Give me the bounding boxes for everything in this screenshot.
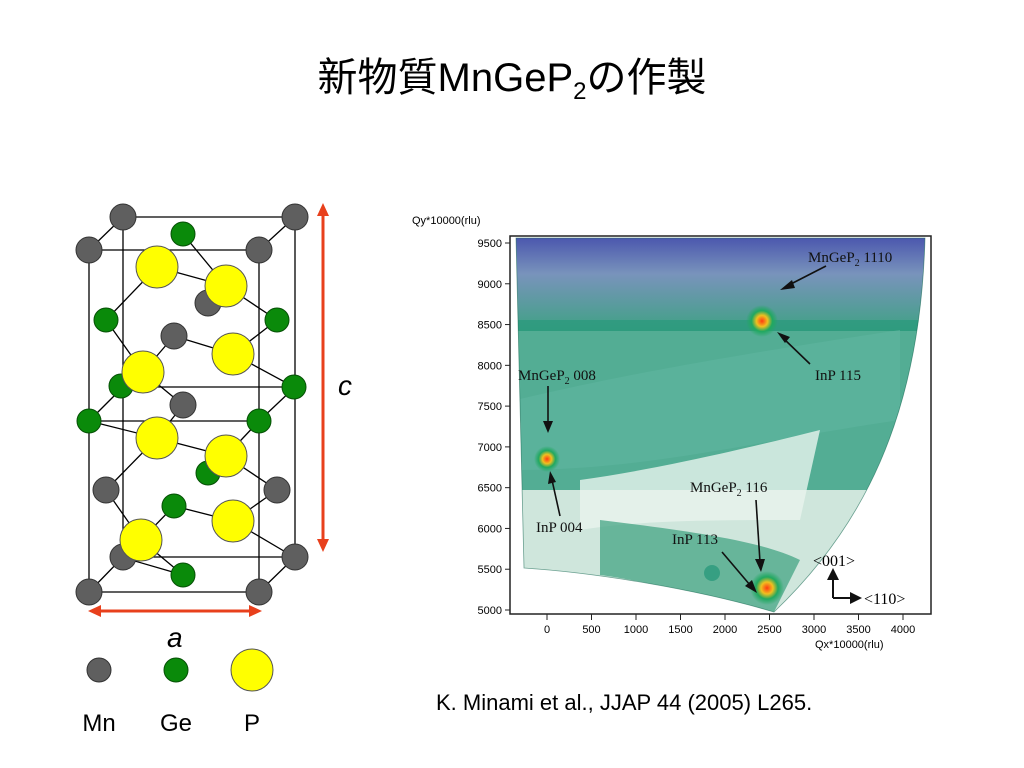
x-axis-ticks: 0 500 1000 1500 2000 2500 3000 3500 4000 [544, 614, 915, 636]
mn-legend-icon [86, 657, 112, 683]
y-tick-label: 9500 [478, 238, 502, 250]
y-tick-label: 7500 [478, 401, 502, 413]
y-tick-label: 5500 [478, 564, 502, 576]
x-tick-label: 4000 [891, 624, 915, 636]
peak-label-inp-115: InP 115 [815, 368, 861, 384]
x-tick-label: 500 [582, 624, 600, 636]
x-tick-label: 2500 [757, 624, 781, 636]
x-tick-label: 1500 [668, 624, 692, 636]
y-tick-label: 6000 [478, 523, 502, 535]
peak-label-inp-004: InP 004 [536, 520, 583, 536]
p-legend-icon [230, 648, 274, 692]
direction-001-label: <001> [813, 553, 855, 570]
y-tick-label: 8500 [478, 320, 502, 332]
y-tick-label: 8000 [478, 360, 502, 372]
reciprocal-space-map: 9500900085008000750070006500600055005000… [412, 215, 932, 651]
peak-arrows [543, 265, 827, 593]
y-tick-label: 7000 [478, 442, 502, 454]
x-tick-label: 1000 [624, 624, 648, 636]
direction-110-label: <110> [864, 591, 905, 608]
a-axis-arrow [88, 605, 262, 617]
y-tick-label: 5000 [478, 605, 502, 617]
up-arrow-icon [827, 568, 839, 580]
y-axis-title: Qy*10000(rlu) [412, 215, 480, 227]
x-tick-label: 0 [544, 624, 550, 636]
c-axis-label: c [338, 370, 352, 401]
title-main: 新物質MnGeP [317, 56, 574, 100]
peak-label-inp-113: InP 113 [672, 532, 718, 548]
x-tick-label: 3500 [846, 624, 870, 636]
peak-label-mngep2-1110: MnGeP2 1110 [808, 250, 892, 269]
direction-indicator: <001> <110> [813, 553, 905, 608]
peak-label-mngep2-116: MnGeP2 116 [690, 480, 768, 499]
y-tick-label: 9000 [478, 279, 502, 291]
x-axis-title: Qx*10000(rlu) [815, 639, 883, 651]
atom-legend [86, 648, 274, 692]
y-axis-ticks: 9500 9000 8500 8000 7500 7000 6500 6000 5500 5000 [478, 238, 510, 617]
title-tail: の作製 [586, 56, 707, 100]
ge-atoms [76, 221, 307, 588]
legend-label-mn: Mn [82, 710, 116, 737]
legend-label-ge: Ge [159, 710, 192, 737]
right-arrow-icon [850, 592, 862, 604]
y-tick-label: 6500 [478, 483, 502, 495]
x-tick-label: 3000 [802, 624, 826, 636]
citation: K. Minami et al., JJAP 44 (2005) L265. [436, 690, 813, 715]
title-subscript: 2 [573, 78, 587, 105]
slide-title: 新物質MnGeP2の作製 [0, 48, 1024, 122]
peak-label-mngep2-008: MnGeP2 008 [518, 368, 596, 387]
a-axis-label: a [167, 622, 183, 653]
x-tick-label: 2000 [713, 624, 737, 636]
p-atoms [119, 245, 255, 562]
c-axis-arrow [317, 203, 329, 552]
legend-label-p: P [243, 710, 260, 737]
peak-annotations: MnGeP2 1110 InP 115 MnGeP2 008 InP 004 M… [518, 250, 892, 548]
crystal-structure-diagram [75, 203, 329, 617]
ge-legend-icon [163, 657, 189, 683]
